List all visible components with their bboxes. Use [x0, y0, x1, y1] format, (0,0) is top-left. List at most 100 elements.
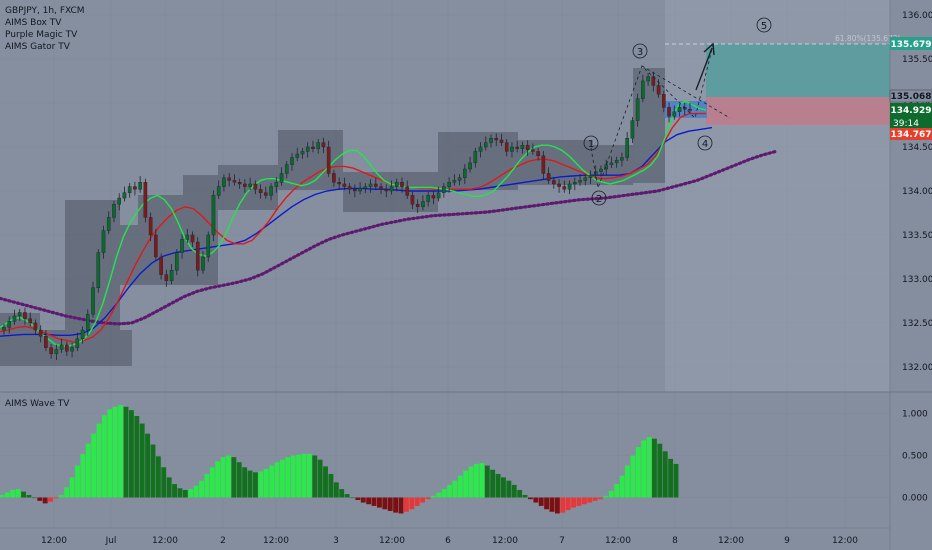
wave-bar [333, 482, 339, 498]
wave-bar [204, 473, 210, 498]
candle [609, 156, 614, 169]
candle [332, 169, 336, 188]
wave-bar [10, 489, 16, 498]
candle [222, 174, 226, 192]
wave-bar [15, 489, 21, 498]
wave-bar [0, 494, 5, 498]
aims-box [120, 225, 138, 285]
wave-bar [668, 458, 674, 498]
indicator-label-box[interactable]: AIMS Box TV [5, 18, 62, 28]
candle [138, 176, 142, 193]
candle [70, 342, 74, 358]
candle [216, 180, 221, 199]
wave-bar [436, 492, 442, 498]
wave-bar [495, 473, 501, 498]
candle [504, 139, 509, 157]
stop-zone [706, 97, 890, 125]
wave-bar [215, 461, 221, 498]
wave-bar [226, 455, 231, 498]
current-price-text: 134.929 [891, 106, 932, 116]
wave-bar [414, 497, 420, 506]
wave-circle-3 [632, 43, 648, 59]
wave-tick-label: 0.000 [902, 494, 928, 504]
aims-box [218, 165, 278, 210]
candle [468, 156, 472, 173]
candle [23, 307, 27, 325]
wave-bar [80, 453, 86, 498]
candle [384, 184, 389, 198]
wave-bar [339, 489, 345, 498]
price-tick-label: 133.000 [902, 275, 932, 285]
candle [180, 234, 184, 259]
candle [457, 174, 462, 186]
bar-countdown-text: 39:14 [893, 119, 919, 129]
current-price-badge [890, 103, 932, 129]
wave-bar [312, 455, 318, 498]
wave-bar [463, 470, 469, 498]
indicator-label-purple[interactable]: Purple Magic TV [5, 30, 78, 40]
wave-bar [398, 497, 404, 514]
candle [164, 269, 169, 287]
candle [426, 191, 430, 207]
candle [552, 176, 556, 189]
candle [211, 190, 216, 242]
candle [279, 167, 284, 186]
time-tick-label: 12:00 [492, 536, 518, 546]
wave-bar [662, 451, 668, 498]
candle [269, 183, 273, 201]
wave-bar [69, 477, 75, 498]
wave-bar [139, 423, 145, 498]
wave-bar [522, 494, 528, 498]
time-tick-label: 2 [220, 536, 226, 546]
wave-bar [274, 462, 280, 498]
time-tick-label: 7 [559, 536, 565, 546]
wave-bar [96, 423, 102, 498]
time-tick-label: 12:00 [41, 536, 67, 546]
wave-pane-title[interactable]: AIMS Wave TV [5, 399, 70, 409]
wave-bar [614, 484, 620, 498]
candle [253, 180, 258, 195]
candle [447, 177, 451, 193]
candle [127, 183, 132, 198]
wave-bar [166, 477, 172, 498]
symbol-title[interactable]: GBPJPY, 1h, FXCM [5, 6, 85, 16]
candle [510, 142, 514, 158]
candle [227, 172, 231, 187]
candle [154, 228, 158, 261]
wave-bar [533, 497, 539, 503]
wave-bar [102, 415, 107, 498]
target-badge [890, 37, 932, 50]
candle [54, 344, 59, 360]
candle [583, 174, 588, 186]
wave-bar [538, 497, 544, 506]
wave-bar [430, 495, 436, 498]
wave-bar [263, 468, 269, 498]
entry-badge-text: 135.068 [891, 92, 932, 102]
candle [195, 237, 200, 277]
time-tick-label: 12:00 [379, 536, 405, 546]
candle [389, 180, 394, 195]
gator-mid-line [0, 112, 706, 344]
candle [49, 344, 53, 359]
candle [28, 312, 32, 327]
candle [347, 183, 352, 195]
candle [321, 137, 326, 154]
candle [646, 73, 650, 86]
wave-bar [425, 497, 431, 500]
wave-bar [21, 491, 26, 498]
wave-bar [371, 497, 377, 506]
candle [368, 179, 373, 193]
candle [546, 167, 551, 184]
price-tick-label: 134.500 [902, 143, 932, 153]
indicator-label-gator[interactable]: AIMS Gator TV [5, 42, 71, 52]
candle [405, 180, 410, 199]
wave-bar [549, 497, 555, 512]
candle [159, 253, 163, 280]
candle [667, 102, 671, 123]
wave-bar [220, 457, 226, 498]
wave-bar [279, 459, 285, 498]
candle [274, 177, 279, 193]
candle [122, 186, 127, 202]
candle [557, 179, 561, 193]
